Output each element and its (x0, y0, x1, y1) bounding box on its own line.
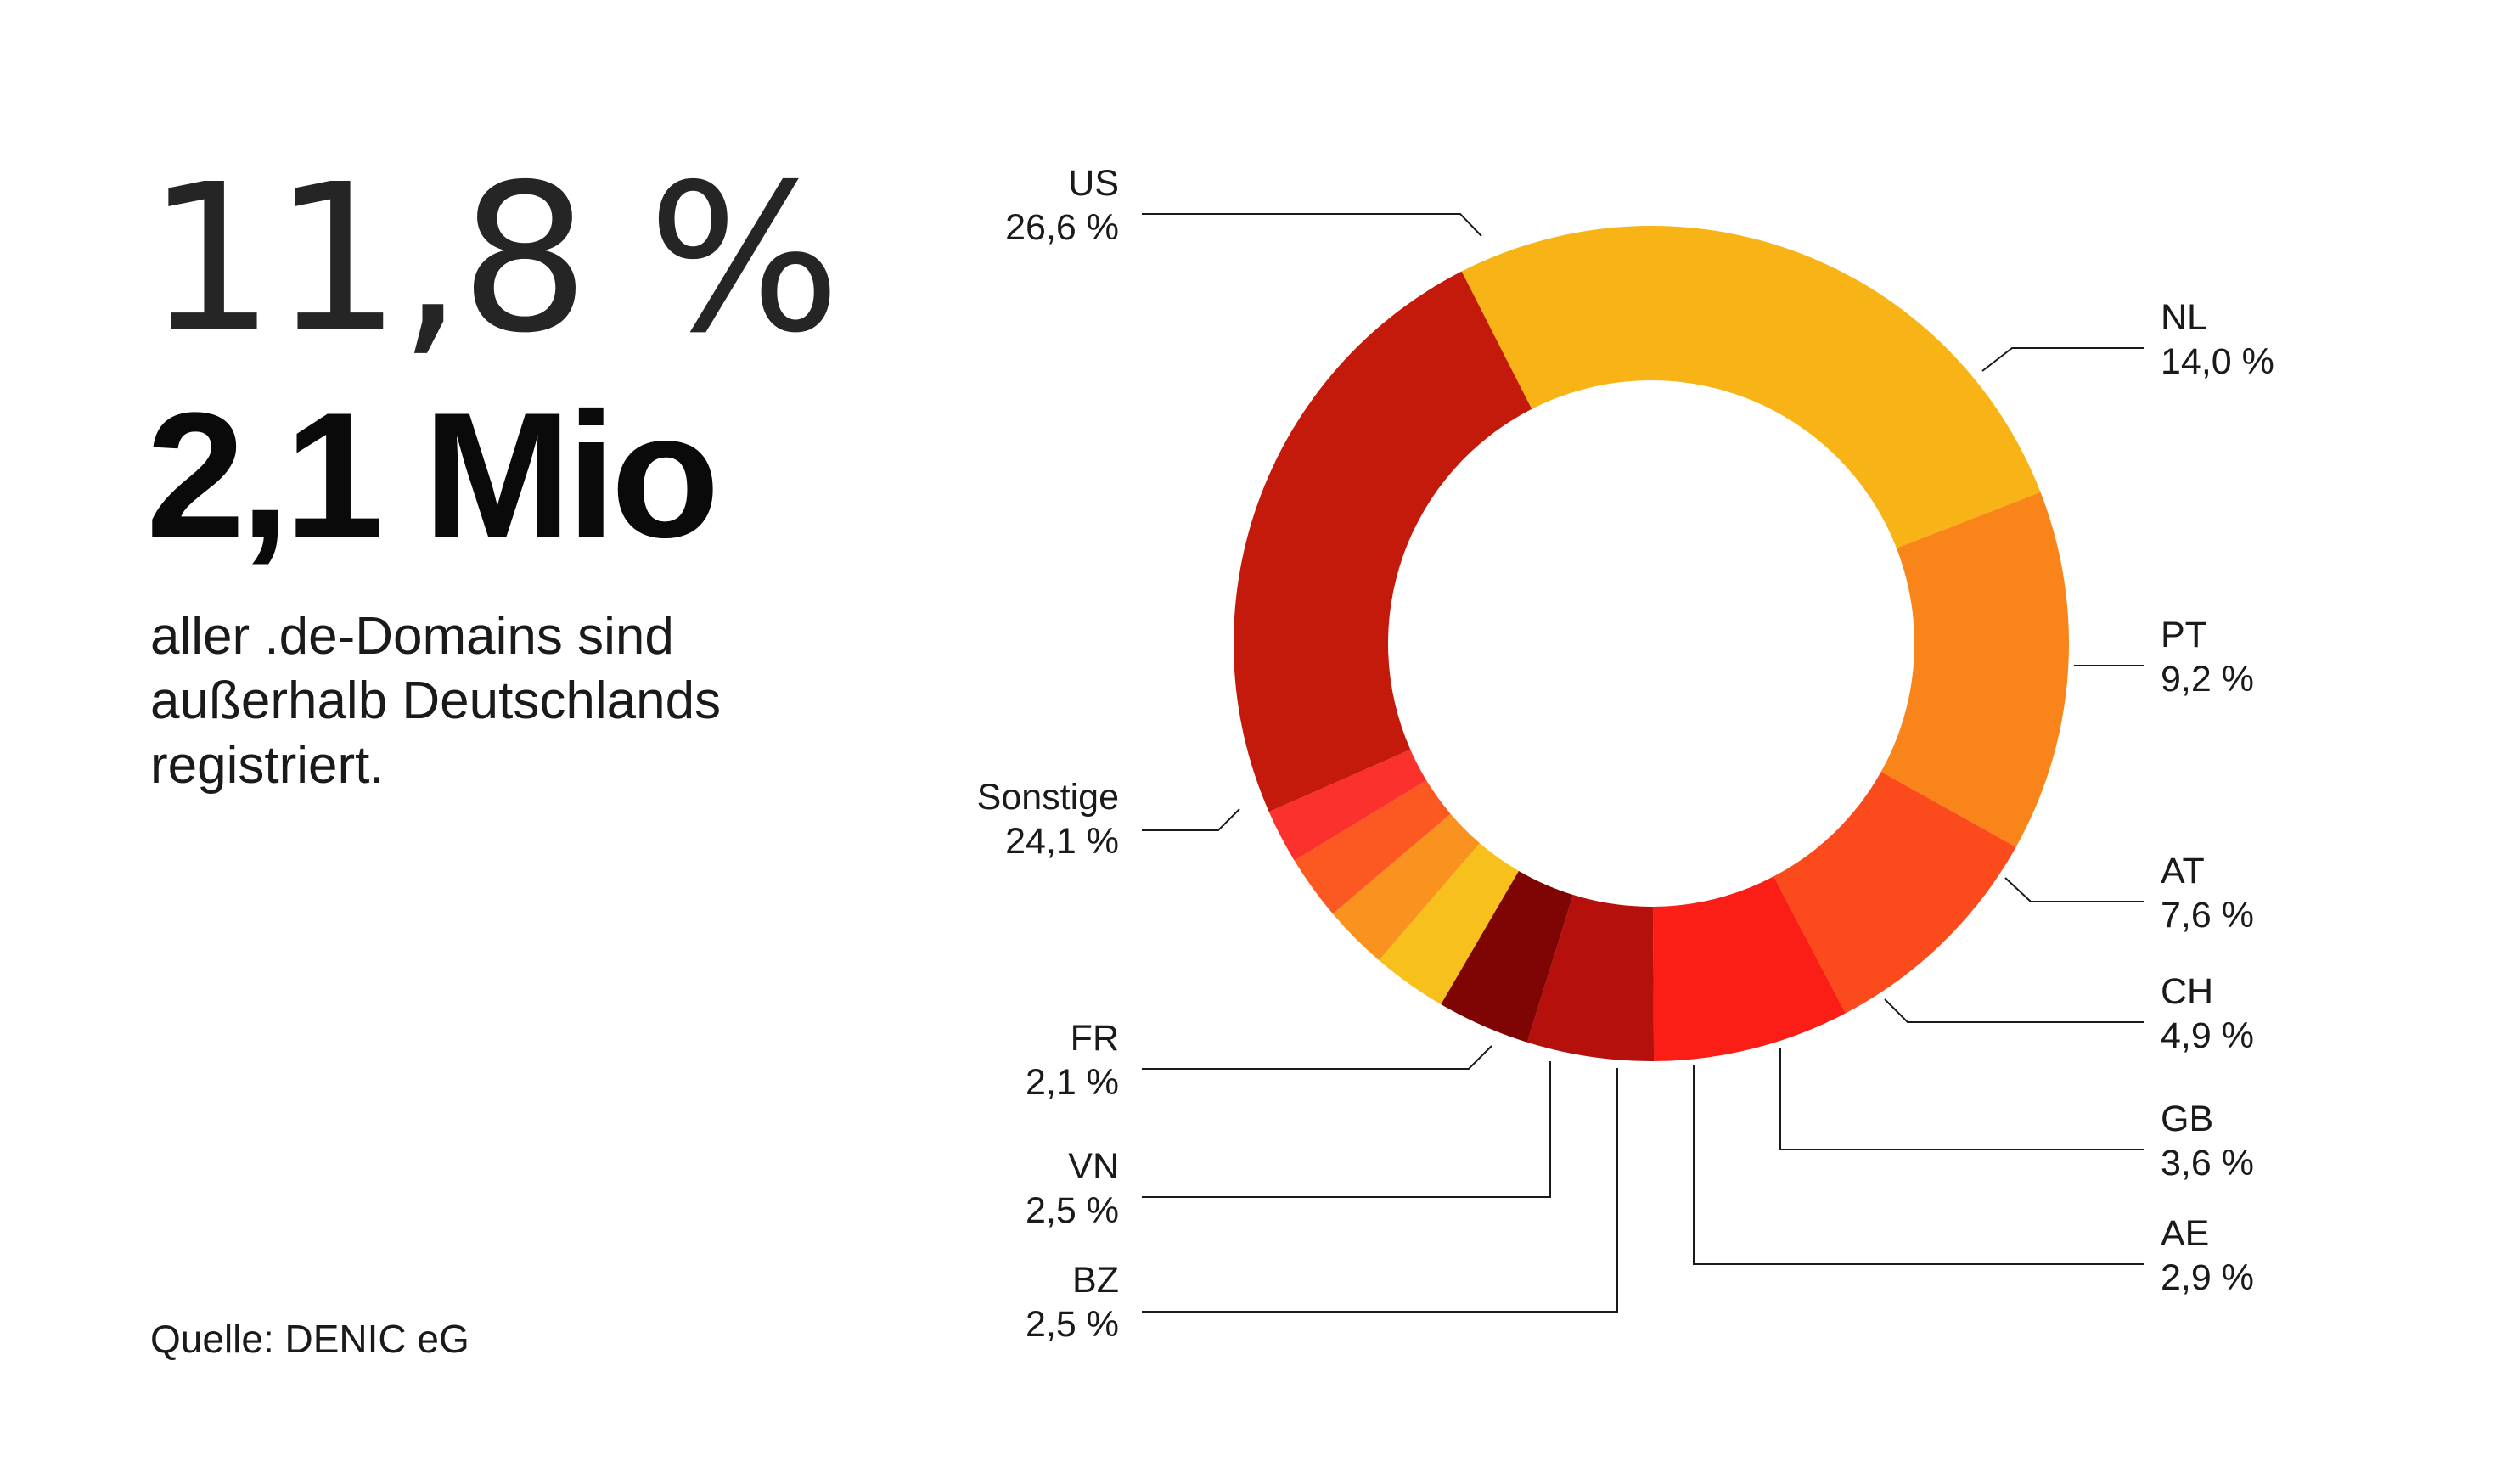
share-count-headline: 2,1 Mio (146, 375, 720, 575)
slice-value-ch: 4,9 % (2161, 1015, 2254, 1056)
slice-value-bz: 2,5 % (1026, 1304, 1119, 1345)
slice-vn (1294, 780, 1451, 914)
slice-label-ae: AE (2161, 1213, 2209, 1254)
leader-line-bz (1142, 1068, 1618, 1313)
slice-label-nl: NL (2161, 297, 2207, 338)
slice-ae (1379, 843, 1519, 1005)
description-line-3: registriert. (150, 736, 385, 795)
leader-line-ch (1884, 998, 2144, 1023)
slice-value-at: 7,6 % (2161, 895, 2254, 936)
slice-label-gb: GB (2161, 1099, 2213, 1139)
slice-pt (1773, 772, 2016, 1014)
slice-value-us: 26,6 % (1005, 207, 1119, 248)
slice-us (1461, 226, 2041, 548)
leader-line-gb (1779, 1048, 2144, 1150)
leader-line-fr (1142, 1045, 1492, 1070)
slice-label-vn: VN (1068, 1146, 1119, 1187)
slice-label-pt: PT (2161, 615, 2207, 655)
slice-label-sonstige: Sonstige (977, 777, 1119, 818)
slice-sonstige (1233, 271, 1532, 812)
slice-label-ch: CH (2161, 971, 2213, 1012)
donut-slices (1233, 226, 2069, 1061)
description-line-2: außerhalb Deutschlands (150, 672, 722, 730)
leader-line-at (2004, 877, 2144, 902)
description-line-1: aller .de-Domains sind (150, 607, 674, 666)
slice-fr (1268, 749, 1427, 861)
leader-line-nl (1981, 347, 2144, 372)
slice-value-sonstige: 24,1 % (1005, 821, 1119, 862)
slice-label-at: AT (2161, 851, 2205, 891)
leader-line-vn (1142, 1061, 1551, 1198)
slice-label-fr: FR (1071, 1018, 1119, 1059)
slice-label-bz: BZ (1072, 1260, 1119, 1301)
slice-value-fr: 2,1 % (1026, 1062, 1119, 1103)
slice-label-us: US (1068, 163, 1119, 204)
slice-value-pt: 9,2 % (2161, 659, 2254, 700)
slice-bz (1332, 813, 1480, 961)
slice-gb (1441, 870, 1573, 1043)
share-percent-headline: 11,8 % (146, 140, 841, 378)
slice-ch (1526, 895, 1655, 1061)
slice-value-vn: 2,5 % (1026, 1190, 1119, 1231)
leader-line-sonstige (1142, 808, 1240, 831)
slice-value-ae: 2,9 % (2161, 1257, 2254, 1298)
slice-at (1652, 876, 1846, 1061)
slice-value-gb: 3,6 % (2161, 1143, 2254, 1183)
leader-line-us (1142, 213, 1482, 237)
source-note: Quelle: DENIC eG (150, 1317, 469, 1361)
leader-line-ae (1693, 1065, 2144, 1265)
leader-lines (1142, 213, 2144, 1313)
slice-nl (1880, 492, 2069, 847)
description-text: aller .de-Domains sind außerhalb Deutsch… (150, 604, 914, 798)
slice-value-nl: 14,0 % (2161, 341, 2274, 382)
